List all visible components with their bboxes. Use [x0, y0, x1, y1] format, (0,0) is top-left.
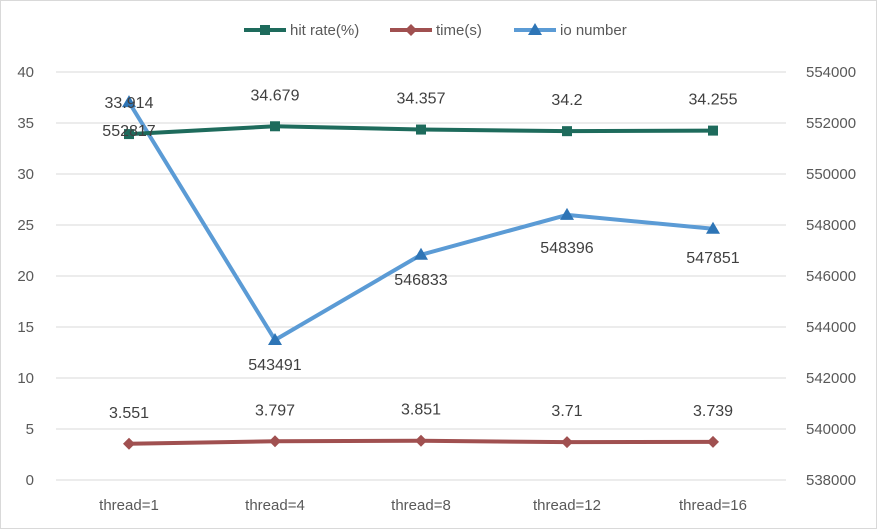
data-point [123, 437, 135, 450]
data-label: 546833 [394, 272, 447, 289]
data-point [706, 221, 720, 234]
data-label: 34.2 [551, 92, 582, 109]
y-right-tick-label: 540000 [806, 421, 856, 438]
series-time-s [123, 434, 719, 450]
data-point [561, 436, 573, 449]
legend-item: time(s) [390, 22, 482, 39]
legend-item: io number [514, 22, 627, 39]
y-left-tick-label: 15 [17, 319, 34, 336]
data-label: 3.71 [551, 403, 582, 420]
y-right-tick-label: 552000 [806, 115, 856, 132]
data-point [414, 247, 428, 260]
y-left-tick-label: 30 [17, 166, 34, 183]
y-right-tick-label: 548000 [806, 217, 856, 234]
x-tick-label: thread=1 [99, 497, 159, 514]
data-point [562, 126, 572, 137]
data-point [269, 435, 281, 448]
legend: hit rate(%) time(s) io number [244, 22, 627, 39]
y-right-tick-label: 550000 [806, 166, 856, 183]
x-tick-label: thread=8 [391, 497, 451, 514]
data-label: 3.739 [693, 403, 733, 420]
y-left-tick-label: 25 [17, 217, 34, 234]
y-right-tick-label: 542000 [806, 370, 856, 387]
data-label: 3.797 [255, 402, 295, 419]
legend-item: hit rate(%) [244, 22, 359, 39]
x-tick-label: thread=4 [245, 497, 305, 514]
y-left-tick-label: 35 [17, 115, 34, 132]
data-point [708, 125, 718, 136]
x-axis: thread=1 thread=4 thread=8 thread=12 thread=… [56, 479, 786, 514]
y-left-tick-label: 40 [17, 64, 34, 81]
data-label: 34.255 [689, 92, 738, 109]
data-point [707, 435, 719, 448]
data-label: 3.551 [109, 405, 149, 422]
data-point [122, 95, 136, 108]
legend-label: io number [560, 22, 627, 39]
data-point [560, 207, 574, 220]
gridlines [56, 71, 786, 481]
series-hit-rate [124, 121, 718, 140]
y-right-tick-label: 544000 [806, 319, 856, 336]
y-left-tick-label: 10 [17, 370, 34, 387]
y-axis-left: 0 5 10 15 20 25 30 35 40 [17, 64, 34, 489]
legend-label: hit rate(%) [290, 22, 359, 39]
data-label: 548396 [540, 240, 593, 257]
legend-marker [528, 23, 542, 35]
y-left-tick-label: 0 [26, 472, 34, 489]
y-right-tick-label: 554000 [806, 64, 856, 81]
data-point [270, 121, 280, 132]
y-axis-right: 538000 540000 542000 544000 546000 548000 5500… [806, 64, 856, 489]
data-point [416, 124, 426, 135]
data-label: 3.851 [401, 402, 441, 419]
y-left-tick-label: 20 [17, 268, 34, 285]
x-tick-label: thread=12 [533, 497, 601, 514]
data-label: 547851 [686, 250, 739, 267]
x-tick-label: thread=16 [679, 497, 747, 514]
y-right-tick-label: 546000 [806, 268, 856, 285]
data-label: 33.914 [105, 95, 154, 112]
series-io-number [122, 95, 720, 345]
y-right-tick-label: 538000 [806, 472, 856, 489]
data-label: 34.357 [397, 91, 446, 108]
data-label: 552817 [102, 123, 155, 140]
data-label: 34.679 [251, 87, 300, 104]
legend-marker [405, 24, 417, 36]
data-labels: 33.914 34.679 34.357 34.2 34.255 3.551 3.797 3.… [102, 87, 739, 422]
data-point [415, 434, 427, 447]
series-group [122, 95, 720, 450]
data-label: 543491 [248, 357, 301, 374]
data-point [268, 332, 282, 345]
y-left-tick-label: 5 [26, 421, 34, 438]
data-point [124, 129, 134, 140]
legend-label: time(s) [436, 22, 482, 39]
legend-marker [260, 25, 270, 35]
